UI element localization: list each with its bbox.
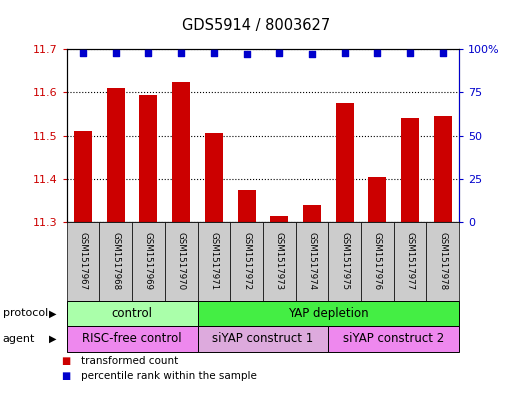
Text: GSM1517970: GSM1517970 xyxy=(176,232,186,290)
Text: GSM1517977: GSM1517977 xyxy=(406,232,415,290)
Text: YAP depletion: YAP depletion xyxy=(288,307,369,320)
Bar xyxy=(401,118,419,222)
Bar xyxy=(205,133,223,222)
Point xyxy=(373,50,382,56)
Point xyxy=(243,51,251,57)
Bar xyxy=(434,116,452,222)
Text: GSM1517968: GSM1517968 xyxy=(111,232,120,290)
Text: GSM1517969: GSM1517969 xyxy=(144,232,153,290)
Text: siYAP construct 2: siYAP construct 2 xyxy=(343,332,444,345)
Text: GDS5914 / 8003627: GDS5914 / 8003627 xyxy=(183,18,330,33)
Text: control: control xyxy=(112,307,152,320)
Text: ■: ■ xyxy=(62,356,71,366)
Bar xyxy=(303,205,321,222)
Text: RISC-free control: RISC-free control xyxy=(82,332,182,345)
Point xyxy=(210,50,218,56)
Point xyxy=(144,50,152,56)
Bar xyxy=(140,94,157,222)
Point xyxy=(341,50,349,56)
Text: transformed count: transformed count xyxy=(81,356,179,366)
Text: GSM1517974: GSM1517974 xyxy=(307,232,317,290)
Point xyxy=(275,50,283,56)
Bar xyxy=(172,81,190,222)
Point xyxy=(177,50,185,56)
Text: protocol: protocol xyxy=(3,309,48,318)
Text: ▶: ▶ xyxy=(49,334,56,344)
Text: siYAP construct 1: siYAP construct 1 xyxy=(212,332,313,345)
Point xyxy=(439,50,447,56)
Text: ▶: ▶ xyxy=(49,309,56,318)
Text: percentile rank within the sample: percentile rank within the sample xyxy=(81,371,257,381)
Point xyxy=(112,50,120,56)
Bar xyxy=(238,190,255,222)
Point xyxy=(308,51,316,57)
Text: GSM1517975: GSM1517975 xyxy=(340,232,349,290)
Point xyxy=(406,50,414,56)
Text: GSM1517973: GSM1517973 xyxy=(275,232,284,290)
Point xyxy=(79,50,87,56)
Text: GSM1517978: GSM1517978 xyxy=(438,232,447,290)
Bar xyxy=(336,103,353,222)
Bar xyxy=(107,88,125,222)
Text: agent: agent xyxy=(3,334,35,344)
Text: GSM1517976: GSM1517976 xyxy=(373,232,382,290)
Bar xyxy=(74,131,92,222)
Text: GSM1517967: GSM1517967 xyxy=(78,232,88,290)
Text: GSM1517971: GSM1517971 xyxy=(209,232,219,290)
Bar xyxy=(270,216,288,222)
Text: GSM1517972: GSM1517972 xyxy=(242,232,251,290)
Bar xyxy=(368,177,386,222)
Text: ■: ■ xyxy=(62,371,71,381)
